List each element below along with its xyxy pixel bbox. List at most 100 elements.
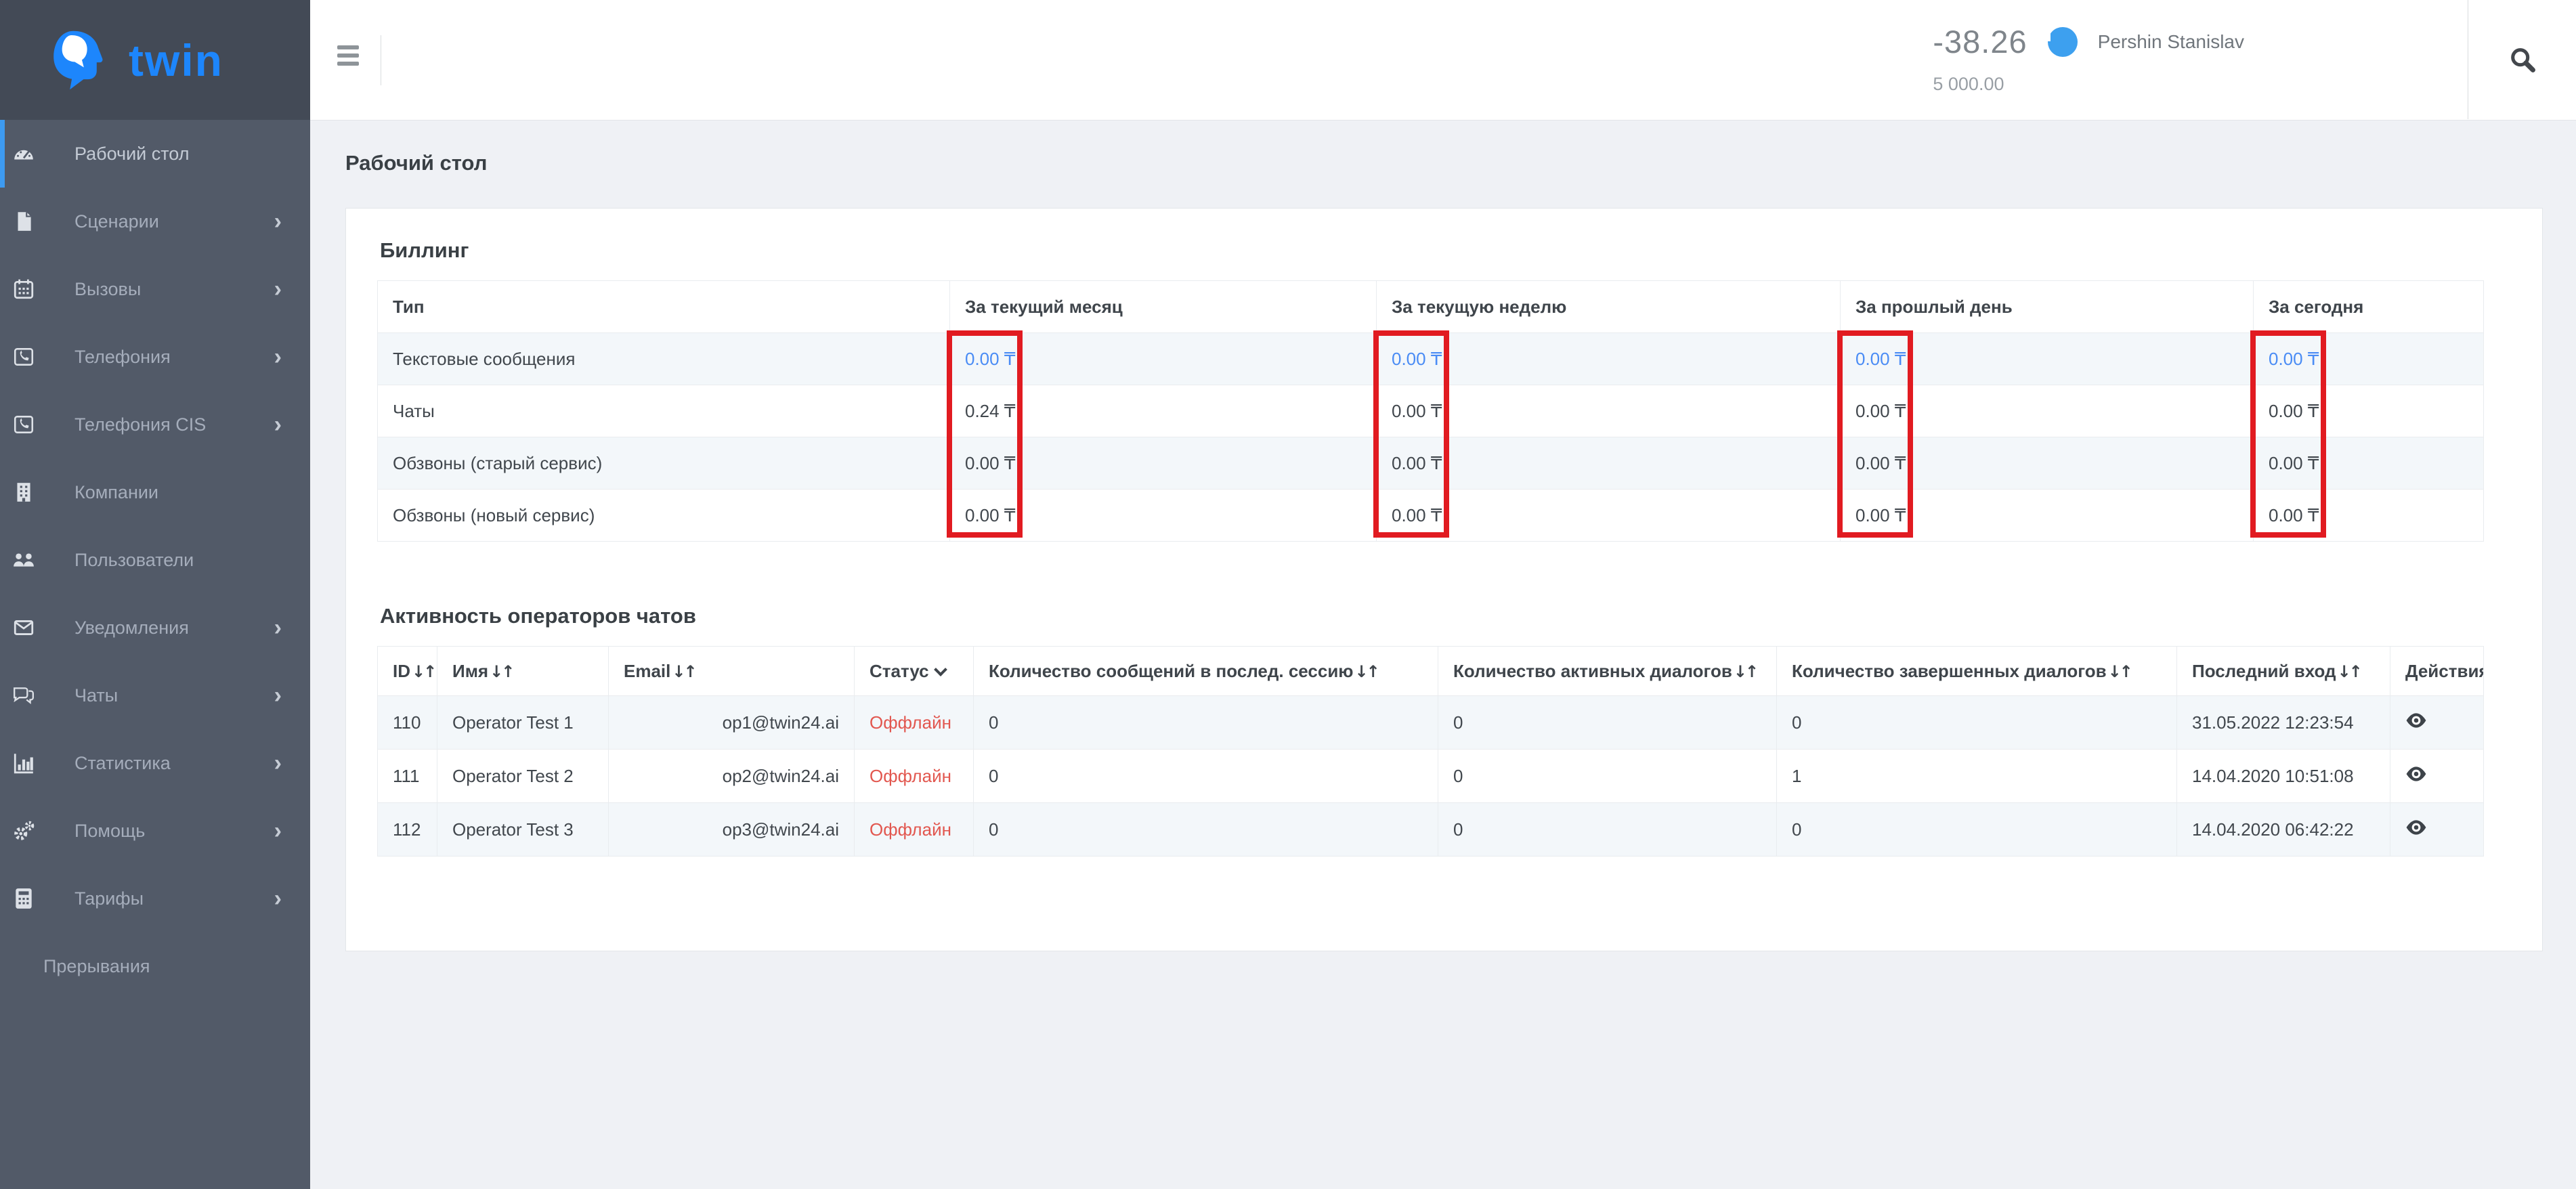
ops-col-finished-dialogs[interactable]: Количество завершенных диалогов↓↑: [1776, 646, 2177, 696]
sidebar-item-label: Телефония CIS: [74, 414, 207, 435]
billing-cell-type: Текстовые сообщения: [377, 332, 950, 385]
sort-icon[interactable]: ↓↑: [672, 662, 697, 681]
sort-icon[interactable]: ↓↑: [2337, 662, 2363, 681]
ops-col-id[interactable]: ID↓↑: [377, 646, 437, 696]
sidebar-item-interruptions[interactable]: Прерывания: [0, 932, 310, 1000]
billing-amount: 0.00 ₸: [1376, 489, 1841, 542]
billing-header-row: Тип За текущий месяц За текущую неделю З…: [377, 280, 2484, 333]
sidebar-item-telephony-cis[interactable]: Телефония CIS ›: [0, 391, 310, 458]
sort-icon[interactable]: ↓↑: [1733, 662, 1759, 681]
eye-icon: [2406, 819, 2426, 835]
billing-cell-type: Чаты: [377, 385, 950, 437]
op-email: op3@twin24.ai: [608, 802, 855, 857]
envelope-icon: [12, 616, 35, 639]
dashboard-card: Биллинг Тип За текущий месяц За текущую …: [345, 208, 2543, 951]
billing-amount: 0.00 ₸: [1840, 385, 2254, 437]
billing-amount-link[interactable]: 0.00 ₸: [949, 332, 1377, 385]
sidebar-item-scenarios[interactable]: Сценарии ›: [0, 188, 310, 255]
sidebar-item-users[interactable]: Пользователи: [0, 526, 310, 594]
sidebar: twin Рабочий стол Сценарии › Вызовы ›: [0, 0, 310, 1189]
chevron-down-icon: [2047, 26, 2051, 41]
billing-col-week: За текущую неделю: [1376, 280, 1841, 333]
billing-row-calls-new: Обзвоны (новый сервис) 0.00 ₸ 0.00 ₸ 0.0…: [377, 489, 2484, 542]
hamburger-icon[interactable]: [337, 45, 362, 70]
operator-row: 112 Operator Test 3 op3@twin24.ai Оффлай…: [377, 802, 2484, 857]
bar-chart-icon: [12, 752, 35, 775]
ops-col-name[interactable]: Имя↓↑: [437, 646, 609, 696]
op-id: 110: [377, 695, 437, 750]
sidebar-item-label: Помощь: [74, 820, 146, 841]
op-finished-dialogs: 1: [1776, 749, 2177, 803]
sidebar-item-dashboard[interactable]: Рабочий стол: [0, 120, 310, 188]
billing-col-today: За сегодня: [2253, 280, 2484, 333]
billing-section-title: Биллинг: [380, 238, 469, 262]
sort-icon[interactable]: ↓↑: [1354, 662, 1380, 681]
calendar-icon: [12, 278, 35, 301]
chevron-right-icon: ›: [274, 209, 282, 234]
sidebar-item-label: Компании: [74, 481, 159, 502]
gears-icon: [12, 819, 35, 842]
ops-col-status[interactable]: Статус: [854, 646, 974, 696]
chevron-right-icon: ›: [274, 750, 282, 776]
sidebar-item-label: Вызовы: [74, 278, 142, 299]
phone-icon: [12, 345, 35, 368]
billing-amount: 0.00 ₸: [2253, 437, 2484, 490]
billing-cell-type: Обзвоны (новый сервис): [377, 489, 950, 542]
op-finished-dialogs: 0: [1776, 802, 2177, 857]
billing-amount-link[interactable]: 0.00 ₸: [2253, 332, 2484, 385]
chevron-right-icon: ›: [274, 818, 282, 844]
sort-icon[interactable]: ↓↑: [490, 662, 515, 681]
sidebar-item-label: Рабочий стол: [74, 143, 190, 164]
view-operator-button[interactable]: [2405, 712, 2427, 729]
billing-amount: 0.00 ₸: [2253, 385, 2484, 437]
billing-amount-link[interactable]: 0.00 ₸: [1376, 332, 1841, 385]
view-operator-button[interactable]: [2405, 766, 2427, 782]
search-button[interactable]: [2468, 0, 2576, 119]
ops-col-last-login[interactable]: Последний вход↓↑: [2176, 646, 2390, 696]
calculator-icon: [12, 887, 35, 910]
sort-icon[interactable]: ↓↑: [412, 662, 437, 681]
sort-icon[interactable]: ↓↑: [2107, 662, 2133, 681]
page-title: Рабочий стол: [345, 151, 488, 175]
logo[interactable]: twin: [0, 0, 310, 120]
main-content: Рабочий стол Биллинг Тип За текущий меся…: [310, 120, 2576, 1189]
billing-amount-link[interactable]: 0.00 ₸: [1840, 332, 2254, 385]
operator-row: 110 Operator Test 1 op1@twin24.ai Оффлай…: [377, 695, 2484, 750]
sidebar-item-notifications[interactable]: Уведомления ›: [0, 594, 310, 662]
op-name: Operator Test 1: [437, 695, 609, 750]
search-icon: [2510, 48, 2535, 72]
op-finished-dialogs: 0: [1776, 695, 2177, 750]
user-menu-button[interactable]: [2047, 26, 2078, 57]
sidebar-item-calls[interactable]: Вызовы ›: [0, 255, 310, 323]
ops-col-email[interactable]: Email↓↑: [608, 646, 855, 696]
building-icon: [12, 481, 35, 504]
top-header: -38.26 Pershin Stanislav 5 000.00: [310, 0, 2576, 121]
op-name: Operator Test 3: [437, 802, 609, 857]
operator-row: 111 Operator Test 2 op2@twin24.ai Оффлай…: [377, 749, 2484, 803]
user-name[interactable]: Pershin Stanislav: [2097, 30, 2244, 52]
ops-col-messages[interactable]: Количество сообщений в послед. сессию↓↑: [973, 646, 1438, 696]
sidebar-item-label: Чаты: [74, 685, 119, 706]
operators-table: ID↓↑ Имя↓↑ Email↓↑ Статус Количество соо…: [377, 646, 2484, 857]
sidebar-item-help[interactable]: Помощь ›: [0, 797, 310, 865]
op-active-dialogs: 0: [1438, 749, 1777, 803]
sidebar-item-telephony[interactable]: Телефония ›: [0, 323, 310, 391]
active-indicator-bar: [0, 120, 5, 188]
sidebar-item-tariffs[interactable]: Тарифы ›: [0, 865, 310, 932]
billing-amount: 0.00 ₸: [1376, 437, 1841, 490]
ops-col-active-dialogs[interactable]: Количество активных диалогов↓↑: [1438, 646, 1777, 696]
op-email: op1@twin24.ai: [608, 695, 855, 750]
sidebar-item-companies[interactable]: Компании: [0, 458, 310, 526]
billing-amount: 0.00 ₸: [1376, 385, 1841, 437]
sidebar-item-chats[interactable]: Чаты ›: [0, 662, 310, 729]
billing-amount: 0.00 ₸: [949, 489, 1377, 542]
view-operator-button[interactable]: [2405, 819, 2427, 836]
sidebar-item-label: Пользователи: [74, 549, 194, 570]
user-balance-area: -38.26 Pershin Stanislav 5 000.00: [1933, 23, 2244, 95]
sidebar-item-statistics[interactable]: Статистика ›: [0, 729, 310, 797]
chevron-right-icon: ›: [274, 615, 282, 641]
sidebar-item-label: Телефония: [74, 346, 171, 367]
op-status: Оффлайн: [854, 749, 974, 803]
logo-text: twin: [129, 35, 223, 85]
